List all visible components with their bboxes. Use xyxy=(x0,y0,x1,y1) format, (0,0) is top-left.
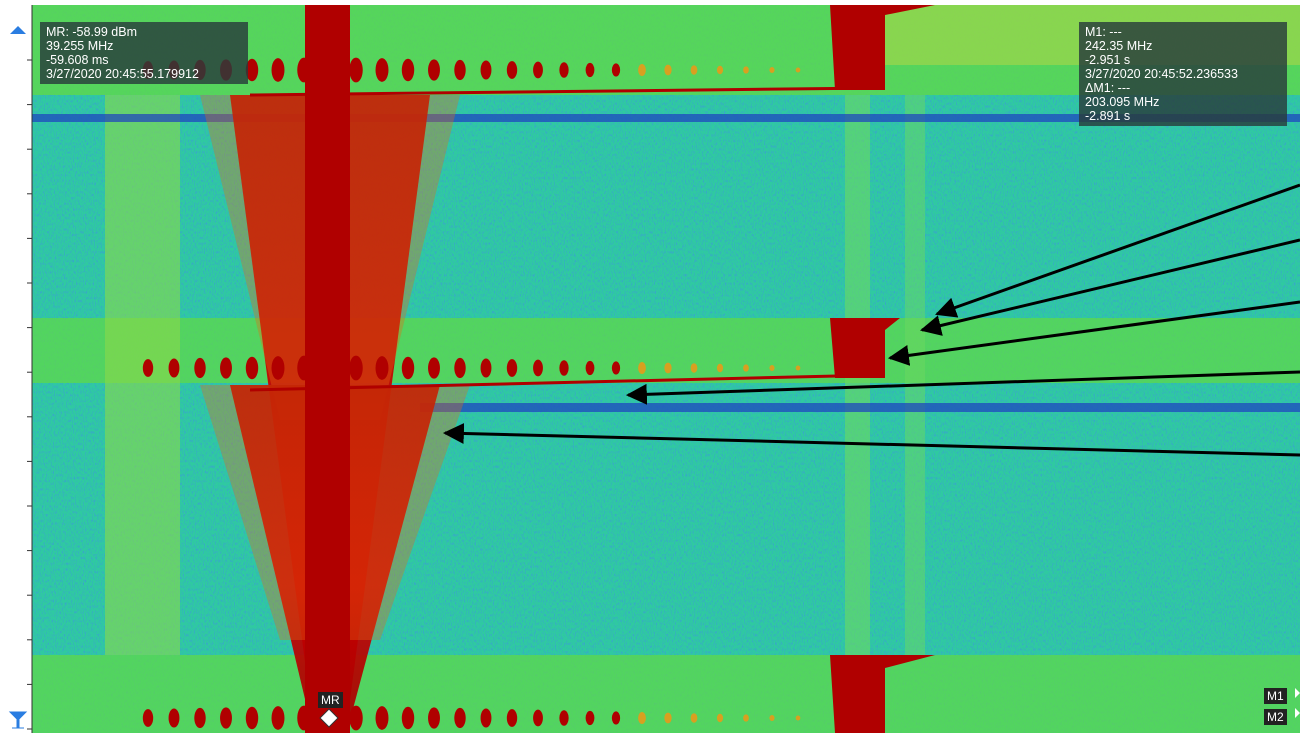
comb-dot xyxy=(507,61,517,79)
comb-dot xyxy=(638,64,646,76)
readout-line: 39.255 MHz xyxy=(46,39,242,53)
comb-dot xyxy=(717,364,723,372)
comb-dot xyxy=(559,62,568,77)
comb-dot xyxy=(272,58,285,82)
axis-ticks xyxy=(27,60,32,729)
comb-dot xyxy=(481,61,492,80)
readout-line: M1: --- xyxy=(1085,25,1281,39)
comb-dot xyxy=(143,709,153,727)
comb-dot xyxy=(143,359,153,377)
comb-dot xyxy=(638,362,646,374)
comb-dot xyxy=(349,706,362,731)
comb-dot xyxy=(220,357,232,378)
comb-dot xyxy=(169,709,180,728)
comb-dot xyxy=(638,712,646,724)
readout-line: -2.951 s xyxy=(1085,53,1281,67)
readout-line: MR: -58.99 dBm xyxy=(46,25,242,39)
comb-dot xyxy=(454,358,465,378)
comb-dot xyxy=(796,366,801,371)
comb-dot xyxy=(481,359,492,378)
comb-dot xyxy=(559,710,568,725)
comb-dot xyxy=(428,707,440,728)
comb-dot xyxy=(796,68,801,73)
comb-dot xyxy=(717,714,723,722)
comb-dot xyxy=(664,713,671,724)
comb-dot xyxy=(559,360,568,375)
comb-dot xyxy=(612,361,620,374)
comb-dot xyxy=(586,361,595,375)
comb-dot xyxy=(717,66,723,74)
comb-dot xyxy=(376,58,389,82)
readout-line: -59.608 ms xyxy=(46,53,242,67)
comb-dot xyxy=(533,710,543,727)
comb-dot xyxy=(297,356,310,381)
comb-dot xyxy=(323,57,337,83)
comb-dot xyxy=(586,63,595,77)
readout-line: -2.891 s xyxy=(1085,109,1281,123)
comb-dot xyxy=(743,364,749,371)
comb-dot xyxy=(664,363,671,374)
comb-dot xyxy=(533,360,543,377)
comb-dot xyxy=(507,709,517,727)
comb-dot xyxy=(297,58,310,83)
comb-dot xyxy=(376,356,389,380)
comb-dot xyxy=(246,707,258,729)
scroll-up-icon[interactable] xyxy=(10,26,26,34)
comb-dot xyxy=(349,356,362,381)
comb-dot xyxy=(376,706,389,730)
comb-dot xyxy=(454,60,465,80)
comb-dot xyxy=(349,58,362,83)
comb-dot xyxy=(691,65,698,75)
comb-dot xyxy=(272,706,285,730)
comb-dot xyxy=(297,706,310,731)
comb-dot xyxy=(533,62,543,79)
comb-dot xyxy=(769,365,774,371)
comb-dot xyxy=(323,355,337,381)
comb-dot xyxy=(743,714,749,721)
comb-dot xyxy=(194,708,205,728)
comb-dot xyxy=(428,357,440,378)
comb-dot xyxy=(428,59,440,80)
comb-dot xyxy=(769,67,774,73)
comb-dot xyxy=(454,708,465,728)
readout-line: ΔM1: --- xyxy=(1085,81,1281,95)
comb-dot xyxy=(169,359,180,378)
scroll-down-icon[interactable] xyxy=(10,712,26,728)
comb-dot xyxy=(272,356,285,380)
comb-dot xyxy=(481,709,492,728)
comb-dot xyxy=(402,59,414,81)
comb-dot xyxy=(220,707,232,728)
comb-dot xyxy=(743,66,749,73)
comb-dot xyxy=(402,357,414,379)
marker-tag[interactable]: MR xyxy=(318,692,343,708)
comb-dot xyxy=(691,713,698,723)
comb-dot xyxy=(586,711,595,725)
comb-dot xyxy=(796,716,801,721)
comb-dot xyxy=(507,359,517,377)
comb-dot xyxy=(246,357,258,379)
comb-dot xyxy=(664,65,671,76)
comb-dot xyxy=(769,715,774,721)
comb-dot xyxy=(612,63,620,76)
comb-dot xyxy=(402,707,414,729)
marker-tag[interactable]: M2 xyxy=(1264,709,1287,725)
readout-line: 3/27/2020 20:45:52.236533 xyxy=(1085,67,1281,81)
comb-dot xyxy=(691,363,698,373)
marker-tag[interactable]: M1 xyxy=(1264,688,1287,704)
comb-dot xyxy=(612,711,620,724)
spectrogram-screen: {"marker_ref": {"lines": ["MR: -58.99 dB… xyxy=(0,0,1300,733)
comb-dot xyxy=(194,358,205,378)
readout-line: 3/27/2020 20:45:55.179912 xyxy=(46,67,242,81)
readout-line: 203.095 MHz xyxy=(1085,95,1281,109)
readout-line: 242.35 MHz xyxy=(1085,39,1281,53)
